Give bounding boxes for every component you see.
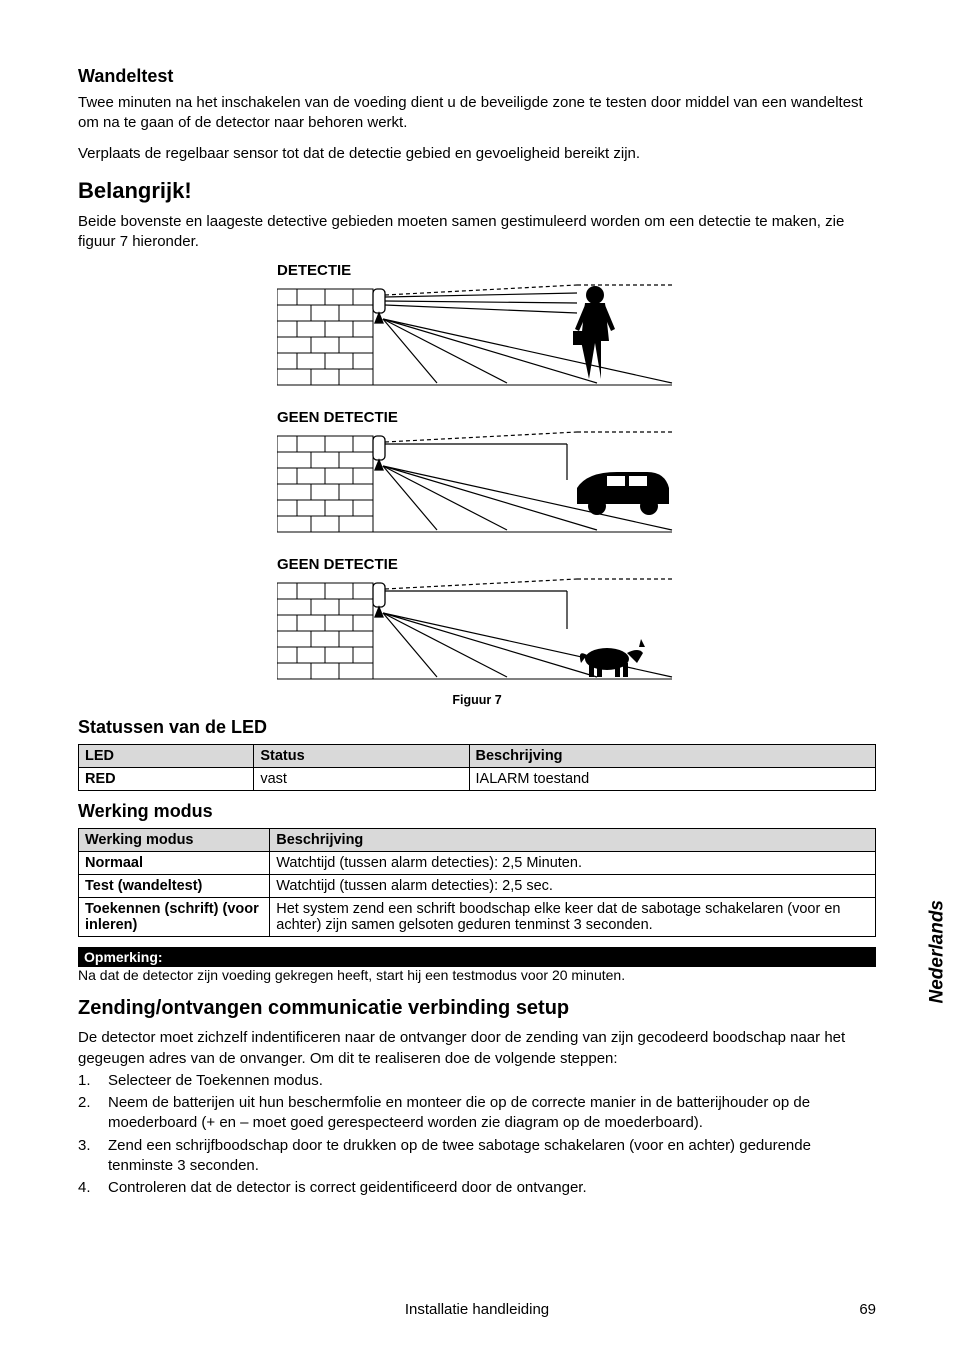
- led-cell: vast: [254, 768, 469, 791]
- led-th-2: Beschrijving: [469, 745, 875, 768]
- diagram-dog-icon: [277, 577, 677, 687]
- werking-th-1: Beschrijving: [270, 829, 876, 852]
- figure-caption: Figuur 7: [78, 693, 876, 707]
- led-cell: IALARM toestand: [469, 768, 875, 791]
- list-item: 1.Selecteer de Toekennen modus.: [78, 1071, 876, 1091]
- step-text: Zend een schrijfboodschap door te drukke…: [108, 1136, 876, 1177]
- wandeltest-paragraph-2: Verplaats de regelbaar sensor tot dat de…: [78, 144, 876, 164]
- led-status-table: LED Status Beschrijving RED vast IALARM …: [78, 744, 876, 791]
- werking-cell: Normaal: [79, 852, 270, 875]
- werking-cell: Toekennen (schrift) (voor inleren): [79, 898, 270, 937]
- wandeltest-heading: Wandeltest: [78, 66, 876, 87]
- belangrijk-paragraph: Beide bovenste en laageste detective geb…: [78, 212, 876, 253]
- led-cell: RED: [79, 768, 254, 791]
- werking-modus-table: Werking modus Beschrijving Normaal Watch…: [78, 828, 876, 937]
- table-row: Toekennen (schrift) (voor inleren) Het s…: [79, 898, 876, 937]
- language-tab: Nederlands: [926, 900, 948, 1003]
- led-status-heading: Statussen van de LED: [78, 717, 876, 738]
- diagram-car-icon: [277, 430, 677, 540]
- fig-label-geen-detectie-2: GEEN DETECTIE: [277, 556, 677, 573]
- table-row: Normaal Watchtijd (tussen alarm detectie…: [79, 852, 876, 875]
- step-text: Selecteer de Toekennen modus.: [108, 1071, 323, 1091]
- werking-th-0: Werking modus: [79, 829, 270, 852]
- led-th-1: Status: [254, 745, 469, 768]
- diagram-person-icon: [277, 283, 677, 393]
- zending-heading: Zending/ontvangen communicatie verbindin…: [78, 997, 876, 1020]
- figure-7: DETECTIE: [78, 262, 876, 707]
- werking-cell: Watchtijd (tussen alarm detecties): 2,5 …: [270, 875, 876, 898]
- led-th-0: LED: [79, 745, 254, 768]
- werking-cell: Watchtijd (tussen alarm detecties): 2,5 …: [270, 852, 876, 875]
- fig-label-geen-detectie-1: GEEN DETECTIE: [277, 409, 677, 426]
- zending-paragraph: De detector moet zichzelf indentificeren…: [78, 1028, 876, 1069]
- fig-label-detectie: DETECTIE: [277, 262, 677, 279]
- table-row: RED vast IALARM toestand: [79, 768, 876, 791]
- step-text: Controleren dat de detector is correct g…: [108, 1178, 587, 1198]
- werking-modus-heading: Werking modus: [78, 801, 876, 822]
- note-text: Na dat de detector zijn voeding gekregen…: [78, 967, 876, 983]
- step-text: Neem de batterijen uit hun beschermfolie…: [108, 1093, 876, 1134]
- note-label: Opmerking:: [78, 947, 876, 967]
- list-item: 3.Zend een schrijfboodschap door te druk…: [78, 1136, 876, 1177]
- footer-title: Installatie handleiding: [405, 1301, 549, 1318]
- list-item: 2.Neem de batterijen uit hun beschermfol…: [78, 1093, 876, 1134]
- list-item: 4.Controleren dat de detector is correct…: [78, 1178, 876, 1198]
- belangrijk-heading: Belangrijk!: [78, 178, 876, 204]
- steps-list: 1.Selecteer de Toekennen modus. 2.Neem d…: [78, 1071, 876, 1199]
- table-row: Test (wandeltest) Watchtijd (tussen alar…: [79, 875, 876, 898]
- wandeltest-paragraph-1: Twee minuten na het inschakelen van de v…: [78, 93, 876, 134]
- page-footer: Installatie handleiding 69: [78, 1301, 876, 1318]
- page-number: 69: [859, 1301, 876, 1318]
- werking-cell: Test (wandeltest): [79, 875, 270, 898]
- werking-cell: Het system zend een schrift boodschap el…: [270, 898, 876, 937]
